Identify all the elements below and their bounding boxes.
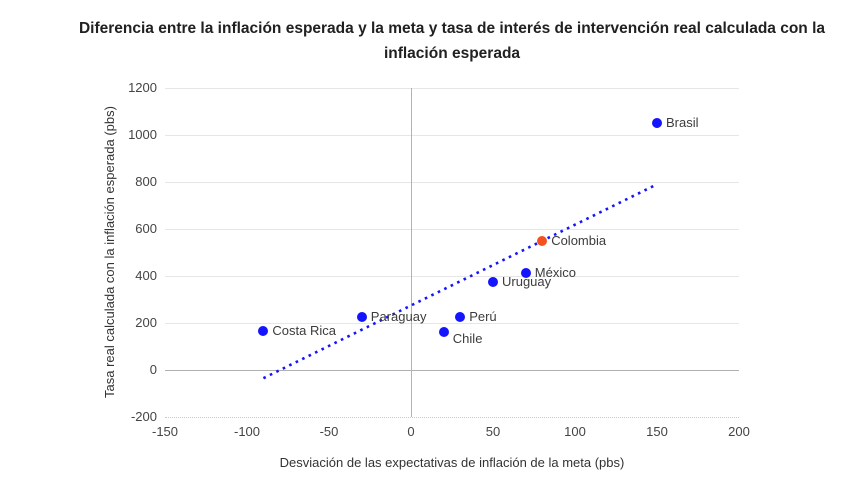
y-tick-label-0: 0 bbox=[149, 362, 157, 377]
y-tick-label-400: 400 bbox=[135, 268, 157, 283]
x-tick-label--50: -50 bbox=[319, 424, 339, 439]
data-point-brasil[interactable] bbox=[652, 118, 662, 129]
y-gridline-600 bbox=[165, 229, 739, 230]
x-tick-label--100: -100 bbox=[233, 424, 261, 439]
y-tick-label--200: -200 bbox=[130, 409, 157, 424]
y-gridline-200 bbox=[165, 323, 739, 324]
chart-title: Diferencia entre la inflación esperada y… bbox=[52, 16, 852, 66]
x-tick-label-200: 200 bbox=[728, 424, 750, 439]
data-point-label-brasil: Brasil bbox=[666, 115, 699, 131]
x-zero-line bbox=[411, 88, 412, 417]
x-tick-label-150: 150 bbox=[646, 424, 668, 439]
y-gridline-800 bbox=[165, 182, 739, 183]
chart-title-line1: Diferencia entre la inflación esperada y… bbox=[78, 20, 826, 37]
y-tick-label-600: 600 bbox=[135, 221, 157, 236]
y-gridline-1200 bbox=[165, 88, 739, 89]
data-point-label-paraguay: Paraguay bbox=[370, 309, 427, 325]
data-point-paraguay[interactable] bbox=[356, 312, 367, 323]
data-point-label-costa-rica: Costa Rica bbox=[272, 323, 336, 339]
x-tick-label--150: -150 bbox=[151, 424, 179, 439]
data-point-uruguay[interactable] bbox=[488, 276, 498, 287]
trendline bbox=[262, 183, 658, 380]
y-tick-label-1000: 1000 bbox=[128, 127, 157, 142]
x-tick-label-50: 50 bbox=[485, 424, 501, 439]
data-point-label-méxico: México bbox=[534, 264, 576, 280]
data-point-costa-rica[interactable] bbox=[258, 326, 269, 337]
y-gridline-1000 bbox=[165, 135, 739, 136]
y-tick-label-200: 200 bbox=[135, 315, 157, 330]
x-tick-label-100: 100 bbox=[564, 424, 586, 439]
y-tick-label-800: 800 bbox=[135, 174, 157, 189]
y-gridline-0 bbox=[165, 370, 739, 371]
y-gridline--200 bbox=[165, 417, 739, 418]
chart-title-line2: inflación esperada bbox=[383, 45, 521, 62]
y-tick-label-1200: 1200 bbox=[128, 80, 157, 95]
x-tick-label-0: 0 bbox=[407, 424, 415, 439]
data-point-label-uruguay: Uruguay bbox=[502, 273, 552, 289]
trendline-segment bbox=[262, 183, 658, 380]
data-point-label-chile: Chile bbox=[452, 331, 483, 347]
y-gridline-400 bbox=[165, 276, 739, 277]
data-point-méxico[interactable] bbox=[520, 267, 531, 278]
x-axis-title: Desviación de las expectativas de inflac… bbox=[279, 455, 625, 470]
data-point-label-colombia: Colombia bbox=[551, 232, 607, 248]
data-point-chile[interactable] bbox=[438, 327, 449, 338]
data-point-label-perú: Perú bbox=[469, 309, 497, 325]
data-point-perú[interactable] bbox=[455, 312, 466, 323]
plot-area: Brasil Colombia México Uruguay Perú Chile Para… bbox=[165, 88, 739, 418]
data-point-colombia[interactable] bbox=[537, 235, 548, 246]
